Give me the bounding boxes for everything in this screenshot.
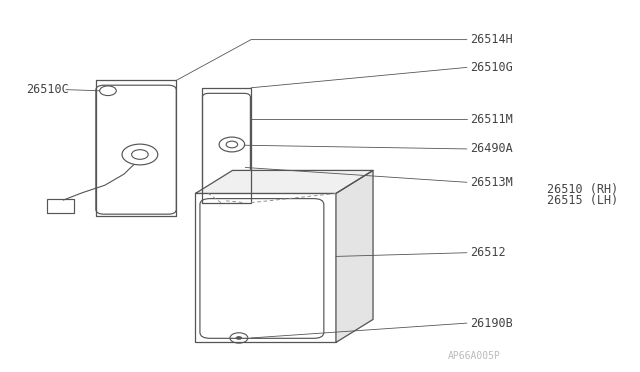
Text: 26510 (RH): 26510 (RH) (547, 183, 618, 196)
Polygon shape (195, 170, 373, 193)
Text: 26510G: 26510G (470, 61, 513, 74)
Text: 26512: 26512 (470, 246, 506, 259)
Text: 26514H: 26514H (470, 33, 513, 46)
Text: 26515 (LH): 26515 (LH) (547, 194, 618, 207)
FancyBboxPatch shape (202, 93, 250, 201)
Text: 26510C: 26510C (26, 83, 69, 96)
Text: 26490A: 26490A (470, 142, 513, 155)
Text: AP66A005P: AP66A005P (448, 351, 500, 361)
Polygon shape (336, 170, 373, 342)
Text: 26513M: 26513M (470, 176, 513, 189)
FancyBboxPatch shape (96, 85, 176, 214)
Bar (195, 193, 336, 342)
Text: 26511M: 26511M (470, 113, 513, 126)
FancyBboxPatch shape (200, 199, 324, 338)
Circle shape (236, 336, 242, 340)
Bar (47, 199, 74, 213)
Text: 26190B: 26190B (470, 317, 513, 330)
